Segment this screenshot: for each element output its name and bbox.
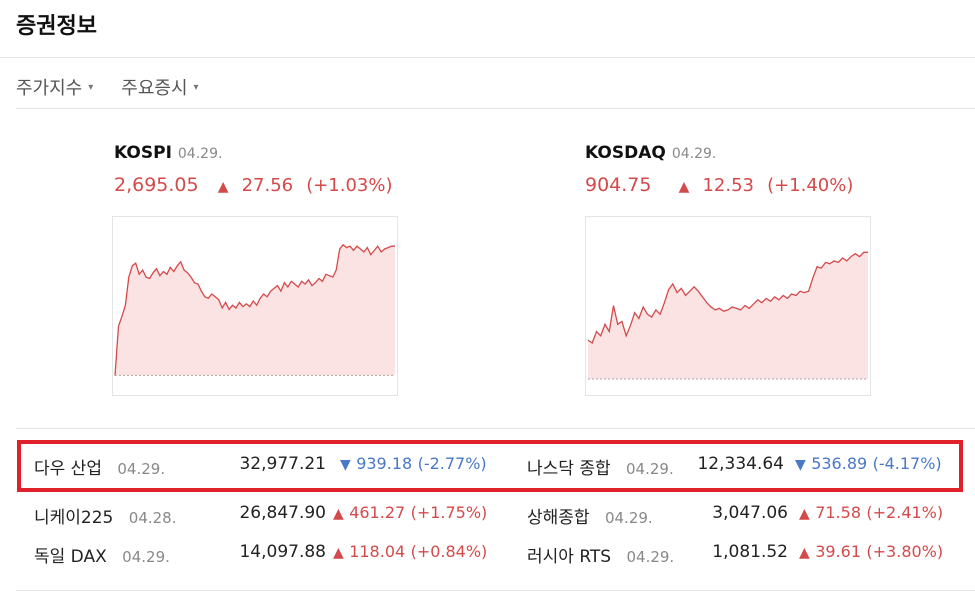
- market-name: 다우 산업: [34, 459, 102, 479]
- market-value: 1,081.52: [712, 542, 788, 562]
- market-row-dax[interactable]: 독일 DAX 04.29.: [34, 542, 170, 567]
- index-value: 904.75: [585, 174, 652, 196]
- market-change: 118.04: [349, 542, 406, 561]
- index-change: 12.53: [702, 175, 754, 196]
- chart-area: [115, 244, 395, 376]
- market-date: 04.28.: [128, 509, 177, 527]
- market-change-pct: (+3.80%): [866, 542, 944, 561]
- market-change-group: ▲ 39.61 (+3.80%): [799, 542, 943, 562]
- market-change-pct: (-2.77%): [417, 454, 487, 473]
- market-date: 04.29.: [122, 548, 170, 566]
- down-arrow-icon: ▼: [795, 457, 806, 473]
- caret-down-icon: ▾: [193, 81, 199, 93]
- kosdaq-header[interactable]: KOSDAQ 04.29.: [585, 143, 716, 163]
- up-arrow-icon: ▲: [799, 545, 810, 561]
- market-value: 14,097.88: [239, 542, 326, 562]
- divider: [16, 428, 975, 429]
- market-value: 3,047.06: [712, 503, 788, 523]
- up-arrow-icon: ▲: [333, 545, 344, 561]
- kosdaq-chart[interactable]: [585, 216, 871, 396]
- market-change-pct: (+2.41%): [866, 503, 944, 522]
- market-row-nasdaq[interactable]: 나스닥 종합 04.29.: [527, 454, 674, 479]
- tab-label: 주요증시: [121, 78, 188, 99]
- market-change: 39.61: [815, 542, 861, 561]
- market-name: 러시아 RTS: [527, 547, 612, 567]
- up-arrow-icon: ▲: [799, 506, 810, 522]
- index-date: 04.29.: [177, 146, 223, 162]
- market-change-group: ▲ 71.58 (+2.41%): [799, 503, 943, 523]
- up-arrow-icon: ▲: [678, 179, 690, 195]
- market-change-group: ▼ 939.18 (-2.77%): [340, 454, 487, 474]
- kospi-chart[interactable]: [112, 216, 398, 396]
- market-change-pct: (+0.84%): [410, 542, 488, 561]
- market-date: 04.29.: [626, 548, 675, 566]
- index-value: 2,695.05: [114, 174, 199, 196]
- market-change-pct: (-4.17%): [872, 454, 942, 473]
- index-change-pct: (+1.03%): [306, 175, 393, 196]
- tab-bar: 주가지수 ▾ 주요증시 ▾: [16, 74, 199, 100]
- kospi-quote: 2,695.05 ▲ 27.56 (+1.03%): [114, 174, 393, 196]
- index-date: 04.29.: [671, 146, 717, 162]
- market-name: 독일 DAX: [34, 547, 107, 567]
- divider: [16, 108, 975, 109]
- market-change: 461.27: [349, 503, 406, 522]
- caret-down-icon: ▾: [88, 81, 94, 93]
- kosdaq-quote: 904.75 ▲ 12.53 (+1.40%): [585, 174, 853, 196]
- tab-label: 주가지수: [16, 78, 83, 99]
- market-change: 536.89: [811, 454, 868, 473]
- market-row-rts[interactable]: 러시아 RTS 04.29.: [527, 542, 674, 567]
- market-date: 04.29.: [626, 460, 674, 478]
- kospi-header[interactable]: KOSPI 04.29.: [114, 143, 222, 163]
- market-change-group: ▲ 118.04 (+0.84%): [333, 542, 487, 562]
- market-name: 상해종합: [527, 508, 590, 528]
- market-change-pct: (+1.75%): [410, 503, 488, 522]
- market-date: 04.29.: [604, 509, 653, 527]
- market-date: 04.29.: [117, 460, 166, 478]
- index-change: 27.56: [241, 175, 294, 196]
- chart-line: [587, 251, 868, 345]
- market-change: 939.18: [356, 454, 413, 473]
- market-row-dow[interactable]: 다우 산업 04.29.: [34, 454, 165, 479]
- index-name: KOSPI: [114, 143, 172, 163]
- market-value: 26,847.90: [239, 503, 326, 523]
- market-row-nikkei[interactable]: 니케이225 04.28.: [34, 503, 177, 528]
- tab-stock-index[interactable]: 주가지수 ▾: [16, 74, 93, 100]
- divider: [0, 57, 975, 58]
- market-name: 나스닥 종합: [527, 459, 611, 479]
- down-arrow-icon: ▼: [340, 457, 351, 473]
- market-change: 71.58: [815, 503, 861, 522]
- market-row-shanghai[interactable]: 상해종합 04.29.: [527, 503, 653, 528]
- divider: [16, 590, 975, 591]
- market-name: 니케이225: [34, 508, 114, 528]
- index-change-pct: (+1.40%): [767, 175, 854, 196]
- tab-major-markets[interactable]: 주요증시 ▾: [121, 74, 198, 100]
- market-change-group: ▲ 461.27 (+1.75%): [333, 503, 487, 523]
- page-title: 증권정보: [16, 14, 97, 39]
- up-arrow-icon: ▲: [333, 506, 344, 522]
- market-change-group: ▼ 536.89 (-4.17%): [795, 454, 942, 474]
- up-arrow-icon: ▲: [217, 179, 229, 195]
- market-value: 12,334.64: [697, 454, 784, 474]
- index-name: KOSDAQ: [585, 143, 666, 163]
- chart-area: [588, 252, 868, 379]
- chart-line: [114, 243, 395, 376]
- market-value: 32,977.21: [239, 454, 326, 474]
